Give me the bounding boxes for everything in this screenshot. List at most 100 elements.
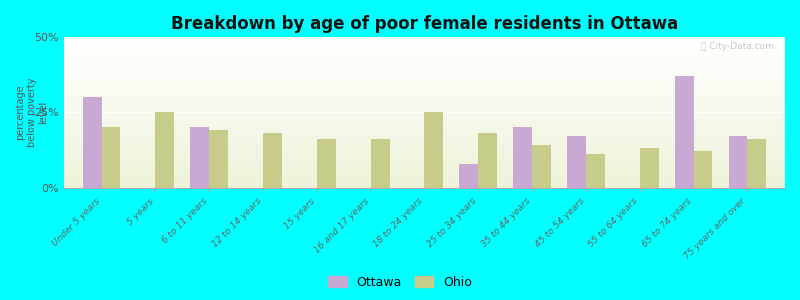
Bar [64, 132, 785, 134]
Bar [514, 128, 532, 188]
Bar [64, 99, 785, 100]
Bar [64, 45, 785, 46]
Bar [64, 80, 785, 81]
Bar [64, 72, 785, 74]
Bar [64, 186, 785, 188]
Bar [64, 148, 785, 150]
Bar [64, 184, 785, 186]
Bar [64, 87, 785, 88]
Bar [729, 136, 747, 188]
Bar [64, 92, 785, 93]
Bar [64, 129, 785, 130]
Bar [64, 63, 785, 64]
Bar [64, 168, 785, 170]
Bar [317, 140, 336, 188]
Bar [64, 98, 785, 99]
Bar [64, 106, 785, 108]
Bar [64, 108, 785, 110]
Bar [64, 69, 785, 70]
Bar [155, 112, 174, 188]
Bar [64, 66, 785, 68]
Bar [83, 98, 102, 188]
Bar [64, 54, 785, 56]
Bar [64, 81, 785, 82]
Bar [64, 141, 785, 142]
Bar [586, 154, 605, 188]
Bar [64, 138, 785, 140]
Bar [263, 134, 282, 188]
Bar [64, 146, 785, 147]
Bar [64, 150, 785, 152]
Bar [64, 178, 785, 180]
Bar [64, 39, 785, 40]
Bar [370, 140, 390, 188]
Title: Breakdown by age of poor female residents in Ottawa: Breakdown by age of poor female resident… [171, 15, 678, 33]
Bar [64, 118, 785, 120]
Bar [64, 90, 785, 92]
Bar [64, 88, 785, 90]
Bar [64, 164, 785, 165]
Bar [64, 102, 785, 104]
Bar [64, 114, 785, 116]
Bar [747, 140, 766, 188]
Bar [64, 174, 785, 176]
Bar [64, 37, 785, 39]
Bar [64, 56, 785, 57]
Bar [64, 42, 785, 43]
Bar [64, 120, 785, 122]
Bar [64, 58, 785, 60]
Bar [64, 70, 785, 72]
Legend: Ottawa, Ohio: Ottawa, Ohio [323, 271, 477, 294]
Bar [64, 162, 785, 164]
Bar [459, 164, 478, 188]
Bar [64, 160, 785, 162]
Bar [64, 57, 785, 58]
Bar [64, 112, 785, 114]
Bar [64, 183, 785, 184]
Bar [64, 135, 785, 136]
Bar [64, 96, 785, 98]
Bar [64, 94, 785, 96]
Bar [64, 122, 785, 123]
Bar [64, 171, 785, 172]
Bar [64, 61, 785, 63]
Bar [64, 158, 785, 159]
Bar [64, 123, 785, 124]
Bar [64, 82, 785, 84]
Bar [64, 85, 785, 87]
Bar [102, 128, 121, 188]
Bar [64, 136, 785, 138]
Bar [64, 76, 785, 78]
Bar [64, 144, 785, 146]
Bar [64, 128, 785, 129]
Bar [64, 153, 785, 154]
Bar [64, 117, 785, 118]
Bar [64, 156, 785, 158]
Bar [64, 43, 785, 45]
Bar [640, 148, 658, 188]
Bar [64, 134, 785, 135]
Bar [64, 172, 785, 174]
Bar [64, 147, 785, 148]
Bar [425, 112, 443, 188]
Bar [64, 84, 785, 86]
Bar [64, 111, 785, 112]
Bar [64, 124, 785, 126]
Bar [64, 49, 785, 51]
Bar [64, 74, 785, 75]
Bar [567, 136, 586, 188]
Bar [532, 146, 551, 188]
Bar [694, 152, 712, 188]
Bar [64, 105, 785, 106]
Bar [64, 142, 785, 144]
Y-axis label: percentage
below poverty
level: percentage below poverty level [15, 78, 48, 147]
Bar [64, 68, 785, 69]
Bar [64, 126, 785, 128]
Bar [64, 48, 785, 49]
Bar [64, 103, 785, 105]
Bar [64, 64, 785, 66]
Bar [64, 40, 785, 42]
Bar [64, 177, 785, 178]
Bar [64, 60, 785, 61]
Bar [210, 130, 228, 188]
